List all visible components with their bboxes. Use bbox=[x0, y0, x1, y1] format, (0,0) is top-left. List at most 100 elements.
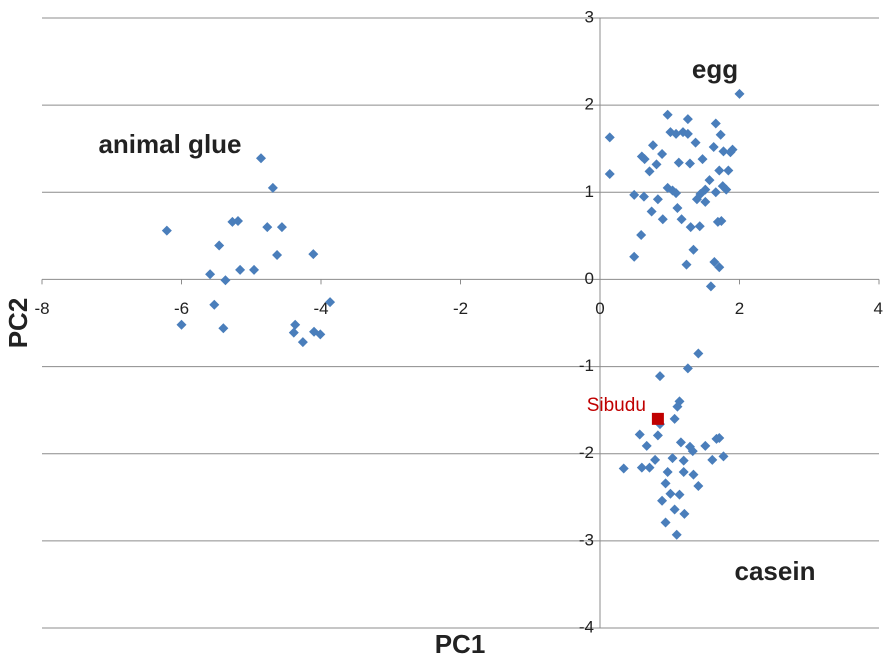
point bbox=[693, 348, 704, 359]
point bbox=[276, 222, 287, 233]
x-tick-label: 4 bbox=[874, 299, 883, 318]
point bbox=[693, 480, 704, 491]
point bbox=[209, 299, 220, 310]
x-tick-label: 0 bbox=[595, 299, 604, 318]
point bbox=[700, 196, 711, 207]
point bbox=[688, 469, 699, 480]
y-axis-title: PC2 bbox=[3, 298, 33, 349]
point bbox=[709, 257, 720, 267]
point bbox=[674, 489, 685, 500]
point bbox=[176, 319, 187, 330]
point bbox=[690, 137, 701, 148]
point bbox=[220, 275, 231, 286]
point bbox=[618, 463, 629, 474]
point bbox=[604, 132, 615, 143]
point bbox=[673, 157, 684, 168]
point bbox=[660, 517, 671, 528]
point bbox=[715, 129, 726, 140]
point bbox=[652, 194, 663, 205]
annotation: casein bbox=[735, 556, 816, 586]
point bbox=[704, 175, 715, 186]
annotation: egg bbox=[692, 54, 738, 84]
y-tick-label: 1 bbox=[585, 182, 594, 201]
point bbox=[297, 337, 308, 348]
point bbox=[694, 221, 705, 232]
point bbox=[678, 467, 689, 478]
y-tick-label: -4 bbox=[579, 617, 594, 636]
point bbox=[681, 259, 692, 270]
point bbox=[687, 446, 698, 457]
point bbox=[725, 147, 736, 158]
point bbox=[691, 194, 702, 205]
point bbox=[636, 462, 647, 473]
point bbox=[714, 165, 725, 176]
point-label: Sibudu bbox=[587, 395, 646, 416]
point bbox=[676, 214, 687, 225]
point bbox=[718, 451, 729, 462]
y-tick-label: 0 bbox=[585, 269, 594, 288]
point bbox=[639, 154, 650, 165]
point bbox=[641, 440, 652, 451]
x-tick-label: -8 bbox=[34, 299, 49, 318]
point bbox=[325, 297, 336, 308]
y-tick-label: 3 bbox=[585, 7, 594, 26]
point bbox=[650, 454, 661, 465]
point bbox=[267, 182, 278, 193]
point bbox=[644, 166, 655, 177]
point bbox=[688, 244, 699, 255]
x-tick-label: 2 bbox=[735, 299, 744, 318]
point bbox=[678, 455, 689, 466]
y-tick-label: 2 bbox=[585, 95, 594, 114]
point bbox=[161, 225, 172, 236]
point bbox=[712, 216, 723, 227]
x-axis-title: PC1 bbox=[435, 629, 486, 659]
point bbox=[205, 269, 216, 280]
point bbox=[721, 184, 732, 195]
point bbox=[654, 371, 665, 382]
point bbox=[684, 158, 695, 169]
point bbox=[669, 504, 680, 515]
point bbox=[671, 529, 682, 540]
y-tick-label: -3 bbox=[579, 530, 594, 549]
point bbox=[710, 118, 721, 129]
point bbox=[671, 128, 682, 139]
point bbox=[629, 251, 640, 262]
x-tick-label: -2 bbox=[453, 299, 468, 318]
point bbox=[634, 429, 645, 440]
point bbox=[679, 508, 690, 519]
point bbox=[604, 168, 615, 179]
point bbox=[214, 240, 225, 251]
point bbox=[671, 188, 682, 199]
point bbox=[662, 467, 673, 478]
point bbox=[249, 264, 260, 275]
point bbox=[652, 430, 663, 441]
point bbox=[707, 454, 718, 465]
point bbox=[714, 262, 725, 273]
point bbox=[697, 154, 708, 165]
point bbox=[272, 250, 283, 261]
point bbox=[718, 146, 729, 157]
point bbox=[682, 128, 693, 139]
point bbox=[308, 249, 319, 260]
point bbox=[705, 281, 716, 292]
point bbox=[644, 462, 655, 473]
point bbox=[665, 488, 676, 499]
point bbox=[288, 327, 299, 338]
point bbox=[235, 264, 246, 275]
point bbox=[660, 478, 671, 489]
annotation: animal glue bbox=[98, 129, 241, 159]
point bbox=[682, 363, 693, 374]
point bbox=[218, 323, 229, 334]
point bbox=[682, 114, 693, 125]
point bbox=[672, 202, 683, 213]
point bbox=[675, 437, 686, 448]
point bbox=[290, 319, 301, 330]
point bbox=[232, 216, 243, 227]
point bbox=[657, 214, 668, 225]
point bbox=[648, 140, 659, 151]
point bbox=[629, 189, 640, 200]
point bbox=[657, 495, 668, 506]
point bbox=[723, 165, 734, 176]
x-tick-label: -6 bbox=[174, 299, 189, 318]
